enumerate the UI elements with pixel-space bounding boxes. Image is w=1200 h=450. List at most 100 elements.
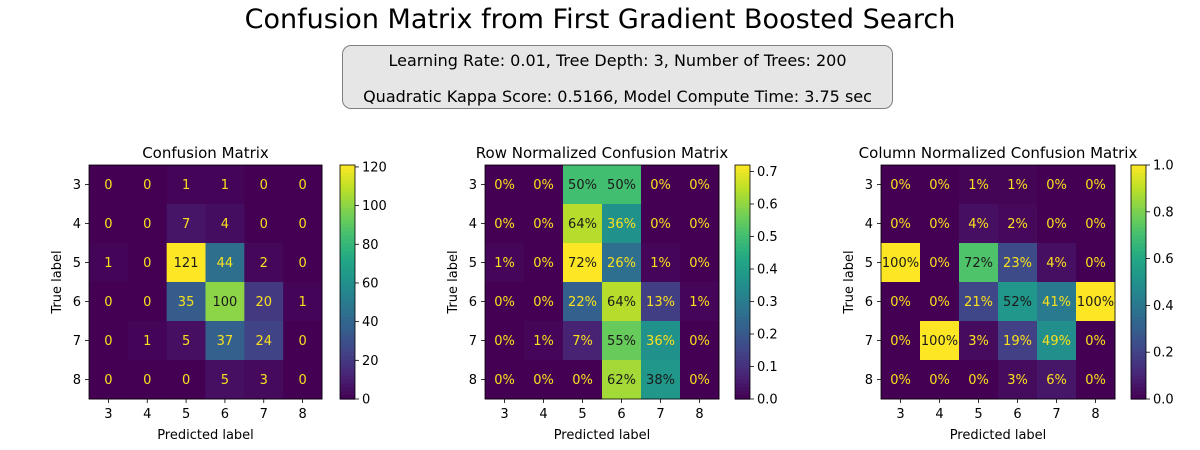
- panel-2-colorbar-segment: [735, 168, 750, 174]
- panel-3-cell: [1037, 243, 1077, 283]
- panel-2-cell-label: 0%: [494, 334, 515, 349]
- panel-2-cell-label: 0%: [533, 178, 554, 193]
- panel-1-y-axis-label: True label: [50, 250, 65, 314]
- panel-3-colorbar-segment: [1131, 391, 1146, 396]
- panel-1-colorbar-segment: [340, 204, 355, 209]
- panel-2-colorbar-segment: [735, 344, 750, 349]
- panel-2-cell: [563, 360, 603, 400]
- panel-1-colorbar-segment: [340, 200, 355, 205]
- panel-3-cell: [959, 165, 999, 205]
- panel-1-cell-label: 44: [217, 256, 234, 271]
- panel-2-colorbar-segment: [735, 196, 750, 201]
- panel-2-cell-label: 0%: [689, 256, 710, 271]
- panel-1-cell-label: 0: [143, 217, 151, 232]
- panel-2-colorbar-segment: [735, 360, 750, 365]
- panel-3-colorbar-segment: [1131, 200, 1146, 205]
- panel-2-colorbar-segment: [735, 184, 750, 189]
- panel-2-colorbar-tick-label: 0.3: [757, 295, 778, 310]
- panel-3-y-tick-label: 3: [865, 178, 873, 193]
- panel-1-colorbar-segment: [340, 391, 355, 396]
- info-line-hyperparameters: Learning Rate: 0.01, Tree Depth: 3, Numb…: [388, 51, 847, 70]
- panel-3-colorbar-tick-label: 0.0: [1153, 393, 1174, 408]
- panel-2-cell: [641, 282, 681, 322]
- panel-2-colorbar-segment: [735, 250, 750, 256]
- panel-3-colorbar-tick-label: 0.8: [1153, 205, 1174, 220]
- panel-2-cell: [485, 243, 525, 283]
- panel-2-colorbar-segment: [735, 301, 750, 306]
- panel-2-cell: [641, 321, 681, 361]
- panel-2-y-tick-label: 6: [469, 295, 477, 310]
- panel-2-colorbar-segment: [735, 371, 750, 377]
- panel-2-x-tick-label: 3: [500, 407, 508, 422]
- panel-2-cell-label: 0%: [494, 373, 515, 388]
- panel-1-cell: [166, 165, 206, 205]
- panel-1-y-tick-label: 8: [73, 373, 81, 388]
- panel-3-colorbar-segment: [1131, 215, 1146, 221]
- panel-2-cell-label: 0%: [689, 178, 710, 193]
- panel-3-colorbar-segment: [1131, 321, 1146, 326]
- panel-1-cell: [89, 321, 129, 361]
- panel-2-colorbar-segment: [735, 367, 750, 373]
- panel-3-colorbar-tick-label: 0.6: [1153, 252, 1174, 267]
- panel-2-cell-label: 62%: [607, 373, 636, 388]
- info-line-score-time: Quadratic Kappa Score: 0.5166, Model Com…: [363, 87, 872, 106]
- panel-3-cell: [1037, 360, 1077, 400]
- panel-1-colorbar-segment: [340, 243, 355, 248]
- panel-3-cell: [1076, 321, 1116, 361]
- panel-1-cell-label: 0: [298, 256, 306, 271]
- panel-1-colorbar-segment: [340, 352, 355, 357]
- panel-3-colorbar-segment: [1131, 188, 1146, 193]
- panel-3-cell: [959, 243, 999, 283]
- panel-2-colorbar-segment: [735, 285, 750, 291]
- panel-3-cell: [920, 360, 960, 400]
- panel-2-colorbar-segment: [735, 321, 750, 326]
- panel-3-y-axis-label: True label: [842, 250, 857, 314]
- panel-1-cell: [244, 321, 284, 361]
- panel-1-cell-label: 0: [104, 373, 112, 388]
- panel-1-colorbar-segment: [340, 235, 355, 240]
- panel-1-colorbar-segment: [340, 211, 355, 217]
- panel-3-cell-label: 100%: [1077, 295, 1114, 310]
- panel-3-colorbar-segment: [1131, 278, 1146, 283]
- panel-3-cell: [959, 282, 999, 322]
- panel-1-cell: [89, 243, 129, 283]
- panel-2-y-tick-label: 7: [469, 334, 477, 349]
- panel-1-colorbar-tick-label: 80: [362, 238, 379, 253]
- panel-2-colorbar-segment: [735, 243, 750, 248]
- panel-1-x-tick-label: 3: [104, 407, 112, 422]
- panel-3-colorbar-segment: [1131, 317, 1146, 322]
- panel-1-cell-label: 20: [255, 295, 272, 310]
- panel-1-colorbar-segment: [340, 176, 355, 182]
- panel-2-x-tick-label: 7: [656, 407, 664, 422]
- panel-2-frame: [484, 164, 720, 400]
- panel-1-cell: [244, 204, 284, 244]
- panel-2-cell-label: 55%: [607, 334, 636, 349]
- panel-1-cell-label: 121: [174, 256, 199, 271]
- panel-3-cell-label: 0%: [929, 217, 950, 232]
- panel-2-colorbar-tick-label: 0.2: [757, 328, 778, 343]
- panel-3-colorbar-segment: [1131, 274, 1146, 279]
- panel-1-y-tick-label: 5: [73, 256, 81, 271]
- panel-1-colorbar-segment: [340, 266, 355, 271]
- panel-3-colorbar-segment: [1131, 254, 1146, 260]
- panel-3-x-tick-label: 8: [1091, 407, 1099, 422]
- panel-2-colorbar-segment: [735, 180, 750, 186]
- panel-2-y-tick-label: 8: [469, 373, 477, 388]
- panel-3-colorbar-segment: [1131, 223, 1146, 228]
- panel-3-cell-label: 0%: [1085, 334, 1106, 349]
- panel-2-cell-label: 1%: [494, 256, 515, 271]
- panel-2-cell-label: 0%: [572, 373, 593, 388]
- panel-2-x-tick-label: 4: [539, 407, 547, 422]
- panel-1-cell: [205, 165, 245, 205]
- panel-1-cell: [205, 243, 245, 283]
- panel-1-cell-label: 0: [104, 334, 112, 349]
- panel-3-y-tick-label: 8: [865, 373, 873, 388]
- panel-1-colorbar-segment: [340, 387, 355, 392]
- panel-2-cell-label: 22%: [568, 295, 597, 310]
- panel-1-cell: [205, 321, 245, 361]
- panel-3-cell: [959, 360, 999, 400]
- panel-1-cell: [205, 204, 245, 244]
- panel-1-colorbar-segment: [340, 231, 355, 236]
- panel-1-colorbar-segment: [340, 321, 355, 326]
- panel-1-cell-label: 1: [143, 334, 151, 349]
